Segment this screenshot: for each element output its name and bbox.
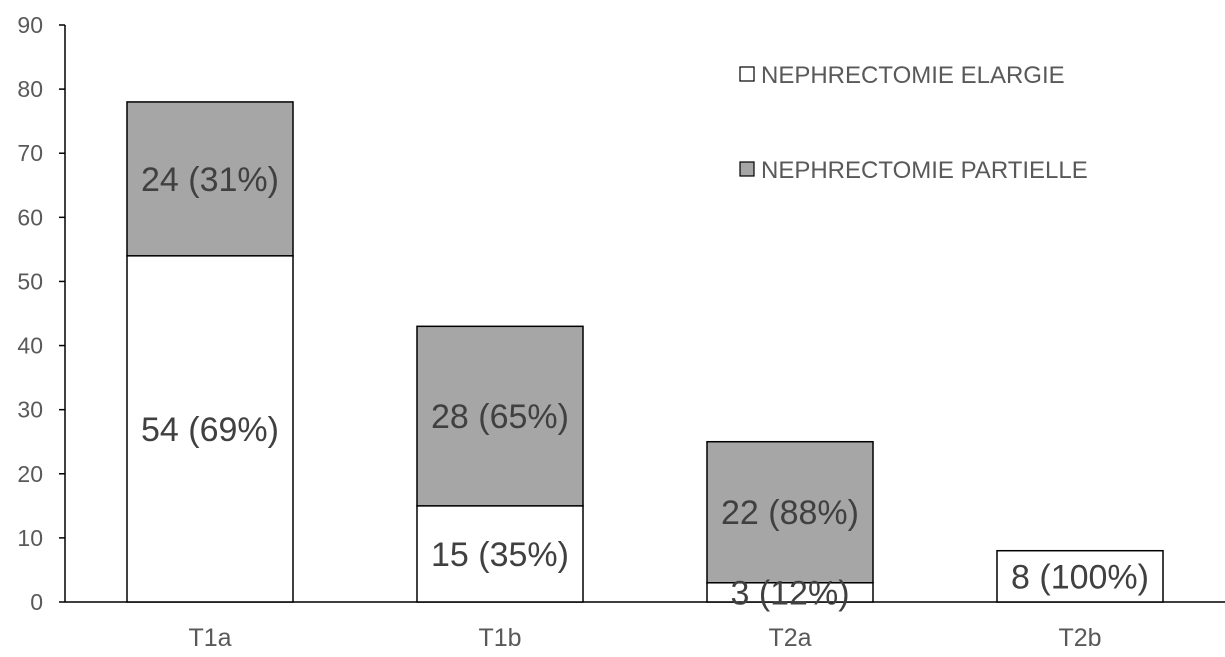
data-labels: 54 (69%) 24 (31%) 15 (35%) 28 (65%) 3 (12%) 2… <box>141 161 1149 613</box>
legend: NEPHRECTOMIE ELARGIE NEPHRECTOMIE PARTIEL… <box>739 62 1088 184</box>
bar-segment-t2b-series-1 <box>996 549 1164 603</box>
data-label-t2a-series-2: 22 (88%) <box>721 494 859 532</box>
y-tick-label: 0 <box>30 589 43 615</box>
data-label-t1a-series-2: 24 (31%) <box>141 161 279 199</box>
y-tick-label: 20 <box>17 461 43 487</box>
data-label-t2a-series-1: 3 (12%) <box>730 574 849 612</box>
legend-label: NEPHRECTOMIE ELARGIE <box>761 62 1065 89</box>
legend-label: NEPHRECTOMIE PARTIELLE <box>761 157 1088 184</box>
bar-segment-t1a-series-2 <box>126 101 294 257</box>
y-tick-label: 80 <box>17 76 43 102</box>
x-tick-label: T1a <box>188 624 231 652</box>
y-axis: 0 10 20 30 40 50 60 70 80 90 <box>17 12 66 615</box>
x-tick-label: T2b <box>1058 624 1101 652</box>
y-tick-label: 50 <box>17 268 43 294</box>
data-label-t1b-series-1: 15 (35%) <box>431 536 569 574</box>
x-tick-label: T2a <box>768 624 811 652</box>
data-label-t1a-series-1: 54 (69%) <box>141 411 279 449</box>
bar-segment-t2a-series-2 <box>706 440 874 584</box>
y-tick-label: 40 <box>17 333 43 359</box>
legend-swatch <box>739 161 755 177</box>
x-tick-label: T1b <box>478 624 521 652</box>
bars <box>126 101 1164 603</box>
y-tick-label: 30 <box>17 397 43 423</box>
y-tick-label: 70 <box>17 140 43 166</box>
y-tick-label: 60 <box>17 204 43 230</box>
legend-swatch <box>739 66 755 82</box>
data-label-t2b-series-1: 8 (100%) <box>1011 558 1149 596</box>
bar-segment-t1b-series-2 <box>416 325 584 507</box>
data-label-t1b-series-2: 28 (65%) <box>431 398 569 436</box>
y-tick-label: 10 <box>17 525 43 551</box>
y-tick-label: 90 <box>17 12 43 38</box>
x-axis: T1a T1b T2a T2b <box>65 601 1225 652</box>
bar-segment-t1a-series-1 <box>126 255 294 603</box>
